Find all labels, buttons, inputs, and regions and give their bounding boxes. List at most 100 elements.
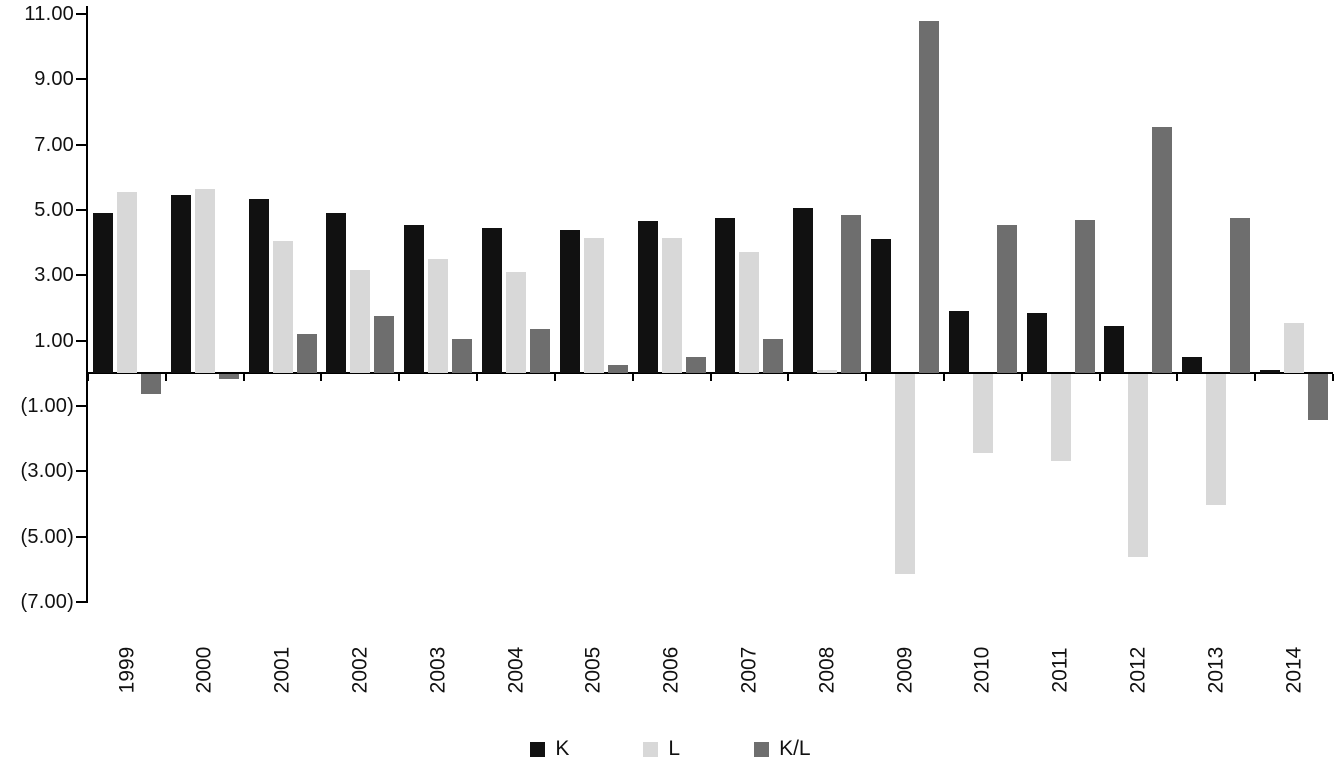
bar-k-l-2013 (1230, 218, 1251, 374)
x-label-text-2007: 2007 (737, 646, 761, 694)
legend-swatch-k-l (754, 741, 770, 757)
x-label-2005: 2005 (555, 618, 633, 722)
bar-k-2005 (559, 229, 580, 374)
x-tick-mark (553, 374, 556, 382)
bar-k-l-2009 (919, 20, 940, 374)
x-label-2003: 2003 (399, 618, 477, 722)
bar-k-l-2007 (763, 339, 784, 374)
bar-k-2008 (793, 208, 814, 374)
x-tick-mark (1254, 374, 1257, 382)
x-label-text-2008: 2008 (815, 646, 839, 694)
bar-k-2000 (170, 195, 191, 374)
bar-k-2003 (404, 224, 425, 374)
bar-l-2008 (817, 370, 838, 374)
legend-item-k-l: K/L (754, 737, 811, 761)
x-label-text-2011: 2011 (1048, 647, 1072, 693)
bar-k-2001 (248, 198, 269, 374)
x-label-1999: 1999 (88, 618, 166, 722)
y-tick-label-3-00: 3.00 (34, 264, 74, 287)
bar-k-l-2006 (685, 357, 706, 374)
bar-k-l-2005 (607, 365, 628, 374)
x-axis-zero-line (86, 372, 1333, 375)
x-label-text-2003: 2003 (426, 646, 450, 694)
bar-k-2014 (1260, 370, 1281, 374)
y-tick-mark (76, 339, 88, 342)
bar-l-1999 (116, 192, 137, 374)
bar-k-l-2004 (529, 329, 550, 374)
legend-label-k-l: K/L (779, 737, 811, 760)
y-tick-label-3-00: (3.00) (20, 460, 74, 483)
bar-k-l-2012 (1152, 126, 1173, 374)
legend-item-k: K (530, 737, 569, 761)
y-tick-mark (76, 143, 88, 146)
x-tick-mark (787, 374, 790, 382)
bar-k-2012 (1104, 325, 1125, 374)
x-label-2010: 2010 (944, 618, 1022, 722)
x-label-text-2010: 2010 (970, 646, 994, 694)
y-axis-line (86, 6, 88, 602)
bar-k-l-2000 (218, 374, 239, 380)
bar-l-2006 (661, 237, 682, 374)
bar-l-2014 (1284, 322, 1305, 374)
x-label-2000: 2000 (166, 618, 244, 722)
x-label-2011: 2011 (1022, 618, 1100, 722)
legend-label-l: L (668, 737, 681, 760)
bar-l-2003 (428, 259, 449, 374)
bar-l-2000 (194, 188, 215, 374)
bar-k-2013 (1182, 357, 1203, 374)
bar-l-2010 (972, 374, 993, 453)
x-tick-mark (942, 374, 945, 382)
x-tick-mark (865, 374, 868, 382)
x-tick-mark (1098, 374, 1101, 382)
x-label-2006: 2006 (633, 618, 711, 722)
y-tick-label-1-00: (1.00) (20, 395, 74, 417)
x-label-2002: 2002 (321, 618, 399, 722)
bar-k-l-1999 (140, 374, 161, 394)
bar-k-2009 (871, 239, 892, 374)
x-label-2007: 2007 (711, 618, 789, 722)
bar-l-2001 (272, 241, 293, 374)
x-label-2012: 2012 (1100, 618, 1178, 722)
x-label-text-2014: 2014 (1282, 646, 1306, 694)
x-tick-mark (1020, 374, 1023, 382)
bar-k-l-2001 (296, 334, 317, 374)
y-tick-mark (76, 274, 88, 277)
bar-k-1999 (92, 213, 113, 374)
x-label-text-1999: 1999 (114, 646, 138, 694)
x-label-text-2000: 2000 (192, 646, 216, 694)
x-label-2008: 2008 (788, 618, 866, 722)
bar-l-2013 (1206, 374, 1227, 505)
y-tick-mark (76, 78, 88, 81)
bar-k-2006 (637, 221, 658, 374)
x-label-text-2009: 2009 (893, 646, 917, 694)
bar-l-2009 (895, 374, 916, 574)
bar-l-2004 (505, 272, 526, 374)
y-tick-label-5-00: 5.00 (34, 199, 74, 221)
x-tick-mark (1176, 374, 1179, 382)
y-tick-label-9-00: 9.00 (34, 68, 74, 91)
x-tick-mark (1332, 374, 1334, 382)
legend-item-l: L (643, 737, 680, 761)
y-tick-mark (76, 601, 88, 603)
legend: K L K/L (0, 737, 1341, 761)
x-label-text-2002: 2002 (348, 646, 372, 694)
bar-k-2010 (948, 311, 969, 374)
y-tick-mark (76, 13, 88, 15)
x-tick-mark (87, 374, 89, 382)
legend-label-k: K (555, 737, 570, 760)
bar-k-l-2010 (996, 224, 1017, 374)
x-tick-mark (709, 374, 712, 382)
bar-k-2004 (481, 227, 502, 374)
x-label-text-2013: 2013 (1204, 646, 1228, 694)
y-tick-mark (76, 405, 88, 407)
x-label-2009: 2009 (866, 618, 944, 722)
y-tick-mark (76, 470, 88, 473)
bar-k-l-2014 (1308, 374, 1329, 421)
x-label-2014: 2014 (1255, 618, 1333, 722)
bar-k-2007 (715, 218, 736, 374)
x-label-text-2005: 2005 (581, 646, 605, 694)
y-tick-label-7-00: (7.00) (20, 591, 74, 613)
x-tick-mark (476, 374, 479, 382)
x-tick-mark (631, 374, 634, 382)
